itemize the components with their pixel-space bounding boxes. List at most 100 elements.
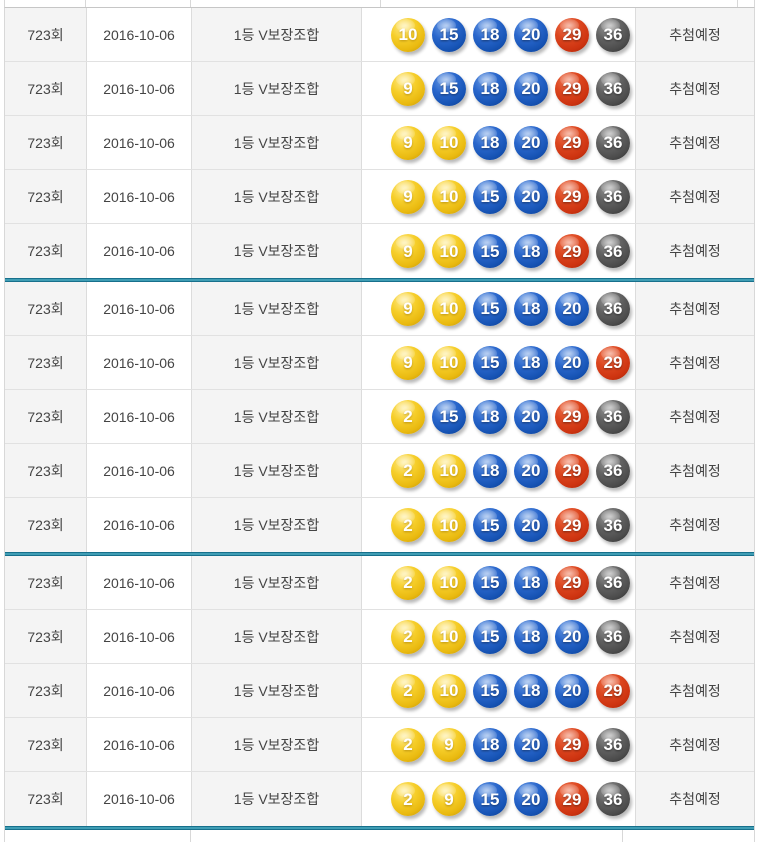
lotto-ball: 18 — [514, 291, 548, 326]
lotto-ball: 36 — [596, 234, 630, 268]
round-cell: 723회 — [5, 390, 87, 443]
lotto-ball: 10 — [391, 17, 425, 52]
lotto-ball: 36 — [596, 619, 630, 654]
lotto-ball: 20 — [514, 399, 548, 434]
lotto-ball: 36 — [596, 399, 630, 434]
lotto-ball: 15 — [432, 17, 466, 52]
lotto-ball: 20 — [555, 673, 589, 708]
lotto-ball: 15 — [473, 234, 507, 268]
lotto-ball: 36 — [596, 71, 630, 106]
status-cell: 추첨예정 — [636, 498, 754, 552]
lotto-ball: 10 — [432, 125, 466, 160]
lotto-ball: 29 — [555, 508, 589, 542]
round-cell: 723회 — [5, 556, 87, 609]
round-cell: 723회 — [5, 116, 87, 169]
lotto-ball: 36 — [596, 17, 630, 52]
status-cell: 추첨예정 — [636, 556, 754, 609]
lotto-ball: 2 — [391, 782, 425, 816]
numbers-cell: 2 10 15 18 20 36 — [362, 610, 636, 663]
lotto-ball: 20 — [514, 17, 548, 52]
date-cell: 2016-10-06 — [87, 718, 192, 771]
lotto-ball: 20 — [514, 508, 548, 542]
lotto-ball: 2 — [391, 619, 425, 654]
lotto-ball: 18 — [473, 399, 507, 434]
numbers-cell: 9 10 15 20 29 36 — [362, 170, 636, 223]
lotto-ball: 9 — [391, 291, 425, 326]
lotto-ball: 2 — [391, 565, 425, 600]
table-row: 723회 2016-10-06 1등 V보장조합 2 10 15 18 29 36 추첨예정 — [5, 556, 754, 610]
table-row: 723회 2016-10-06 1등 V보장조합 2 10 15 20 29 36 추첨예정 — [5, 498, 754, 552]
status-cell: 추첨예정 — [636, 444, 754, 497]
lotto-ball: 20 — [555, 345, 589, 380]
lotto-ball: 29 — [555, 399, 589, 434]
status-cell: 추첨예정 — [636, 8, 754, 61]
lotto-ball: 10 — [432, 508, 466, 542]
numbers-cell: 9 15 18 20 29 36 — [362, 62, 636, 115]
numbers-cell: 2 10 15 18 20 29 — [362, 664, 636, 717]
lotto-ball: 36 — [596, 125, 630, 160]
status-cell: 추첨예정 — [636, 664, 754, 717]
date-cell: 2016-10-06 — [87, 772, 192, 826]
table-row: 723회 2016-10-06 1등 V보장조합 9 10 18 20 29 36 추첨예정 — [5, 116, 754, 170]
lotto-ball: 10 — [432, 619, 466, 654]
table-row: 723회 2016-10-06 1등 V보장조합 2 10 18 20 29 36 추첨예정 — [5, 444, 754, 498]
date-cell: 2016-10-06 — [87, 116, 192, 169]
type-cell: 1등 V보장조합 — [192, 444, 362, 497]
group-separator — [5, 826, 754, 830]
sliver-cell — [5, 0, 86, 7]
table-row: 723회 2016-10-06 1등 V보장조합 10 15 18 20 29 36 추첨예정 — [5, 8, 754, 62]
lotto-ball: 15 — [473, 508, 507, 542]
lotto-ball: 9 — [391, 71, 425, 106]
lotto-ball: 36 — [596, 179, 630, 214]
lotto-ball: 15 — [473, 179, 507, 214]
lotto-ball: 2 — [391, 508, 425, 542]
lotto-ball: 18 — [514, 619, 548, 654]
lotto-ball: 15 — [473, 345, 507, 380]
status-cell: 추첨예정 — [636, 390, 754, 443]
lotto-ball: 9 — [391, 179, 425, 214]
type-cell: 1등 V보장조합 — [192, 610, 362, 663]
lotto-ball: 20 — [555, 291, 589, 326]
lotto-ball: 18 — [473, 453, 507, 488]
date-cell: 2016-10-06 — [87, 610, 192, 663]
date-cell: 2016-10-06 — [87, 8, 192, 61]
type-cell: 1등 V보장조합 — [192, 556, 362, 609]
lotto-ball: 20 — [514, 71, 548, 106]
table-row: 723회 2016-10-06 1등 V보장조합 9 10 15 18 20 36 추첨예정 — [5, 282, 754, 336]
round-cell: 723회 — [5, 224, 87, 278]
lotto-ball: 29 — [555, 727, 589, 762]
lotto-ball: 18 — [473, 17, 507, 52]
lotto-ball: 9 — [432, 727, 466, 762]
round-cell: 723회 — [5, 282, 87, 335]
type-cell: 1등 V보장조합 — [192, 8, 362, 61]
type-cell: 1등 V보장조합 — [192, 170, 362, 223]
lotto-ball: 15 — [473, 565, 507, 600]
date-cell: 2016-10-06 — [87, 336, 192, 389]
previous-table-edge — [4, 0, 755, 8]
status-cell: 추첨예정 — [636, 170, 754, 223]
lotto-ball: 36 — [596, 508, 630, 542]
date-cell: 2016-10-06 — [87, 664, 192, 717]
lotto-ball: 2 — [391, 399, 425, 434]
type-cell: 1등 V보장조합 — [192, 116, 362, 169]
numbers-cell: 2 10 15 20 29 36 — [362, 498, 636, 552]
numbers-cell: 9 10 18 20 29 36 — [362, 116, 636, 169]
type-cell: 1등 V보장조합 — [192, 336, 362, 389]
lotto-ball: 15 — [473, 782, 507, 816]
lotto-ball: 29 — [555, 125, 589, 160]
row-group: 723회 2016-10-06 1등 V보장조합 9 10 15 18 20 36 추첨예정 723… — [5, 282, 754, 552]
table-row: 723회 2016-10-06 1등 V보장조합 2 10 15 18 20 29 추첨예정 — [5, 664, 754, 718]
status-cell: 추첨예정 — [636, 772, 754, 826]
row-group: 723회 2016-10-06 1등 V보장조합 10 15 18 20 29 36 추첨예정 72… — [5, 8, 754, 278]
lotto-ball: 15 — [473, 291, 507, 326]
round-cell: 723회 — [5, 718, 87, 771]
lotto-ball: 2 — [391, 453, 425, 488]
lotto-ball: 29 — [555, 17, 589, 52]
sliver-cell — [86, 0, 191, 7]
round-cell: 723회 — [5, 610, 87, 663]
date-cell: 2016-10-06 — [87, 282, 192, 335]
lotto-ball: 29 — [596, 673, 630, 708]
row-group: 723회 2016-10-06 1등 V보장조합 2 10 15 18 29 36 추첨예정 723… — [5, 556, 754, 826]
lotto-ball: 20 — [514, 727, 548, 762]
